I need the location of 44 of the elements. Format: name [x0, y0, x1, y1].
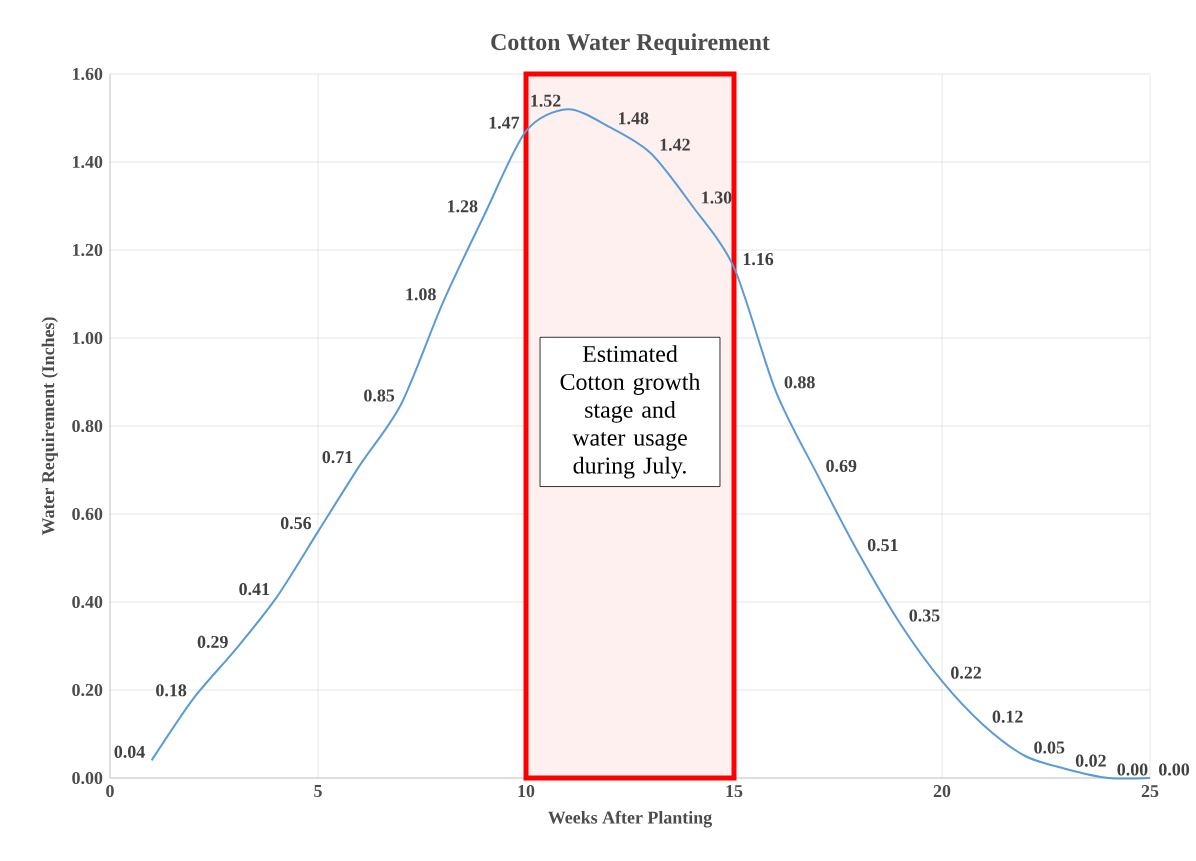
data-label: 1.42	[660, 138, 690, 151]
y-axis-title: Water Requirement (Inches)	[41, 317, 58, 536]
data-label: 0.12	[992, 710, 1023, 723]
data-label: 0.04	[114, 745, 145, 758]
data-label: 1.28	[448, 200, 478, 213]
data-label: 0.00	[1117, 763, 1148, 776]
x-tick-label: 0	[106, 785, 114, 798]
data-label: 0.29	[197, 635, 228, 648]
data-label: 0.41	[239, 583, 270, 596]
y-tick-label: 0.80	[72, 419, 103, 433]
data-label: 0.02	[1075, 754, 1106, 767]
y-tick-label: 1.60	[73, 67, 103, 81]
y-tick-label: 0.40	[72, 595, 103, 609]
data-label: 1.48	[619, 112, 649, 125]
data-label: 0.85	[364, 389, 395, 402]
data-label: 1.16	[743, 253, 774, 266]
data-label: 0.35	[909, 609, 940, 622]
x-tick-label: 10	[518, 785, 535, 798]
y-tick-label: 0.20	[72, 683, 103, 697]
x-axis-title: Weeks After Planting	[548, 810, 712, 828]
y-tick-label: 0.00	[72, 771, 103, 785]
data-label: 0.56	[280, 517, 312, 530]
data-label: 0.22	[951, 666, 981, 679]
data-label: 0.00	[1159, 763, 1190, 776]
data-label: 0.51	[867, 539, 898, 552]
chart-title: Cotton Water Requirement	[491, 33, 770, 55]
line-series	[150, 108, 1152, 780]
x-tick-label: 15	[726, 785, 743, 798]
band-label: Estimated Cotton growth stage and water usage during July.	[560, 345, 701, 479]
data-label: 1.08	[406, 288, 436, 301]
data-label: 1.52	[531, 94, 561, 107]
x-tick-label: 20	[933, 785, 951, 798]
data-label: 0.69	[826, 459, 857, 472]
data-label: 0.88	[784, 376, 815, 389]
data-label: 0.05	[1034, 741, 1065, 754]
x-tick-label: 25	[1141, 785, 1159, 798]
y-tick-label: 0.60	[72, 507, 103, 521]
y-tick-label: 1.40	[73, 155, 103, 169]
data-label: 0.71	[322, 451, 353, 464]
data-label: 0.18	[156, 684, 187, 697]
y-tick-label: 1.00	[73, 331, 103, 345]
y-tick-label: 1.20	[73, 243, 103, 257]
x-tick-label: 5	[314, 785, 322, 797]
data-label: 1.47	[489, 116, 520, 129]
